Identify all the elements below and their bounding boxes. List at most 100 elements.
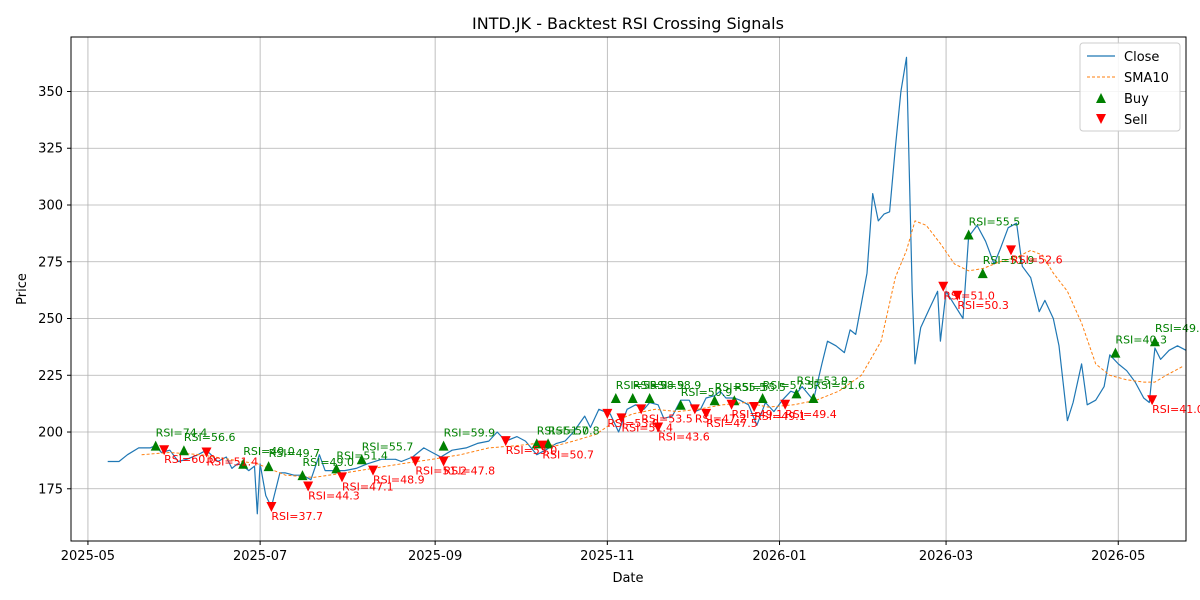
buy-rsi-label: RSI=55.9 bbox=[616, 379, 668, 392]
buy-marker bbox=[150, 440, 161, 451]
sell-marker bbox=[701, 408, 712, 419]
x-tick-label: 2025-07 bbox=[233, 549, 287, 564]
y-tick-label: 175 bbox=[38, 482, 63, 497]
sell-rsi-label: RSI=53.0 bbox=[607, 417, 659, 430]
legend: Close SMA10 Buy Sell bbox=[1079, 42, 1181, 132]
buy-marker bbox=[808, 392, 819, 403]
sell-rsi-label: RSI=44.3 bbox=[308, 490, 360, 503]
buy-rsi-label: RSI=57.5 bbox=[763, 379, 815, 392]
buy-marker bbox=[297, 470, 308, 481]
buy-rsi-label: RSI=56.6 bbox=[184, 431, 236, 444]
buy-rsi-label: RSI=55.5 bbox=[715, 381, 767, 394]
x-axis-ticks: 2025-05 2025-07 2025-09 2025-11 2026-01 2026-… bbox=[61, 541, 1145, 564]
y-axis-ticks: 175 200 225 250 275 300 325 350 bbox=[38, 85, 71, 497]
buy-marker bbox=[963, 229, 974, 240]
sell-marker bbox=[266, 501, 277, 512]
sell-marker bbox=[537, 440, 548, 451]
y-tick-label: 325 bbox=[38, 142, 63, 157]
buy-marker bbox=[1149, 336, 1160, 347]
y-tick-label: 200 bbox=[38, 426, 63, 441]
sell-rsi-label: RSI=52.6 bbox=[1011, 253, 1063, 266]
sell-marker bbox=[938, 281, 949, 292]
buy-marker bbox=[1110, 347, 1121, 358]
sell-marker bbox=[410, 456, 421, 467]
sell-rsi-label: RSI=37.7 bbox=[271, 510, 323, 523]
buy-marker bbox=[238, 458, 249, 469]
buy-marker bbox=[610, 392, 621, 403]
y-tick-label: 250 bbox=[38, 312, 63, 327]
sell-marker bbox=[438, 456, 449, 467]
sell-rsi-label: RSI=47.2 bbox=[695, 412, 747, 425]
legend-buy-marker bbox=[1096, 93, 1106, 103]
y-tick-label: 225 bbox=[38, 369, 63, 384]
y-tick-label: 300 bbox=[38, 199, 63, 214]
sell-marker bbox=[336, 472, 347, 483]
sell-rsi-label: RSI=51.2 bbox=[415, 465, 467, 478]
buy-rsi-label: RSI=50.9 bbox=[681, 386, 733, 399]
legend-buy-label: Buy bbox=[1124, 92, 1149, 107]
buy-rsi-label: RSI=59.9 bbox=[444, 427, 496, 440]
sell-rsi-label: RSI=51.0 bbox=[943, 290, 995, 303]
buy-rsi-label: RSI=49.7 bbox=[269, 447, 321, 460]
y-axis-label: Price bbox=[15, 273, 30, 305]
legend-sell-label: Sell bbox=[1124, 113, 1147, 128]
buy-rsi-label: RSI=58.9 bbox=[650, 379, 702, 392]
buy-marker bbox=[356, 454, 367, 465]
buy-marker bbox=[644, 392, 655, 403]
close-price-line bbox=[107, 56, 1187, 515]
legend-close-label: Close bbox=[1124, 50, 1159, 65]
sell-rsi-label: RSI=50.3 bbox=[957, 299, 1009, 312]
signal-markers bbox=[150, 229, 1160, 512]
sell-rsi-label: RSI=51.4 bbox=[206, 455, 258, 468]
grid bbox=[71, 37, 1186, 541]
buy-rsi-label: RSI=74.4 bbox=[156, 427, 208, 440]
buy-marker bbox=[791, 388, 802, 399]
x-tick-label: 2026-03 bbox=[919, 549, 973, 564]
sell-marker bbox=[952, 290, 963, 301]
buy-marker bbox=[531, 438, 542, 449]
buy-rsi-label: RSI=55.5 bbox=[969, 216, 1021, 229]
buy-marker bbox=[263, 461, 274, 472]
sell-rsi-label: RSI=48.9 bbox=[373, 474, 425, 487]
x-tick-label: 2025-11 bbox=[580, 549, 634, 564]
sell-rsi-label: RSI=53.5 bbox=[641, 412, 693, 425]
buy-rsi-label: RSI=55.5 bbox=[734, 381, 786, 394]
sell-marker bbox=[159, 445, 170, 456]
sell-marker bbox=[636, 404, 647, 415]
buy-marker bbox=[675, 399, 686, 410]
buy-marker bbox=[178, 445, 189, 456]
sell-marker bbox=[1147, 395, 1158, 406]
x-tick-label: 2026-01 bbox=[752, 549, 806, 564]
legend-box bbox=[1079, 42, 1181, 132]
chart-title: INTD.JK - Backtest RSI Crossing Signals bbox=[472, 14, 784, 33]
buy-marker bbox=[543, 438, 554, 449]
buy-rsi-label: RSI=55.7 bbox=[362, 440, 414, 453]
buy-rsi-label: RSI=49.0 bbox=[302, 456, 354, 469]
buy-rsi-label: RSI=58.9 bbox=[633, 379, 685, 392]
sell-marker bbox=[368, 465, 379, 476]
buy-rsi-label: RSI=51.4 bbox=[336, 449, 388, 462]
sell-rsi-label: RSI=47.5 bbox=[706, 417, 758, 430]
sell-marker bbox=[726, 399, 737, 410]
sell-marker bbox=[500, 436, 511, 447]
sell-rsi-label: RSI=53.0 bbox=[506, 444, 558, 457]
plot-frame bbox=[70, 36, 1187, 542]
sma10-line bbox=[141, 220, 1184, 478]
buy-rsi-label: RSI=49.1 bbox=[1155, 322, 1200, 335]
sell-marker bbox=[780, 399, 791, 410]
buy-marker bbox=[709, 395, 720, 406]
sell-rsi-label: RSI=49.1 bbox=[754, 410, 806, 423]
sell-marker bbox=[602, 408, 613, 419]
buy-marker bbox=[438, 440, 449, 451]
buy-marker bbox=[331, 463, 342, 474]
buy-rsi-label: RSI=51.7 bbox=[537, 424, 589, 437]
sell-marker bbox=[689, 404, 700, 415]
legend-sell-marker bbox=[1096, 114, 1106, 124]
buy-rsi-label: RSI=49.0 bbox=[243, 445, 295, 458]
sell-marker bbox=[303, 481, 314, 492]
buy-rsi-label: RSI=40.3 bbox=[1115, 334, 1167, 347]
legend-sma-label: SMA10 bbox=[1124, 71, 1169, 86]
